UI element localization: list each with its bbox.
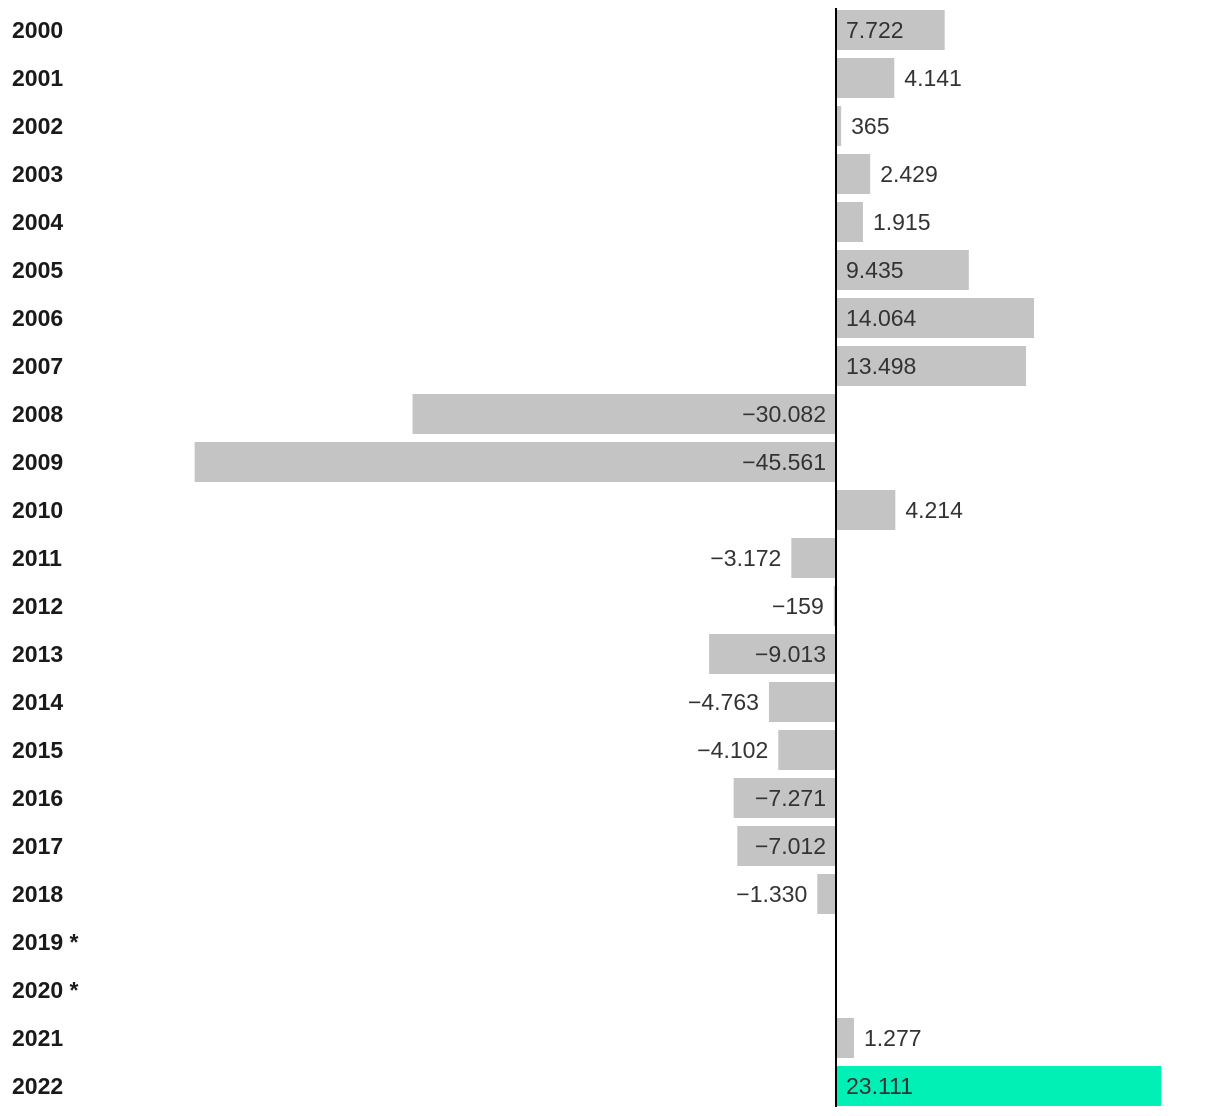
category-label: 2012 xyxy=(12,593,63,619)
bar xyxy=(817,874,836,914)
bar xyxy=(737,826,836,866)
category-label: 2008 xyxy=(12,401,63,427)
category-label: 2020 * xyxy=(12,977,79,1003)
value-label: −30.082 xyxy=(742,401,826,427)
bar xyxy=(836,298,1034,338)
value-label: 2.429 xyxy=(880,161,938,187)
bar xyxy=(836,490,896,530)
value-label: 4.214 xyxy=(905,497,963,523)
category-label: 2004 xyxy=(12,209,63,235)
bar xyxy=(412,394,836,434)
value-label: 1.277 xyxy=(864,1025,922,1051)
value-label: 365 xyxy=(851,113,889,139)
value-label: 23.111 xyxy=(846,1073,913,1099)
category-label: 2014 xyxy=(12,689,63,715)
bar xyxy=(836,1018,854,1058)
category-label: 2019 * xyxy=(12,929,79,955)
value-label: −159 xyxy=(772,593,824,619)
category-label: 2013 xyxy=(12,641,63,667)
value-label: 4.141 xyxy=(904,65,962,91)
category-label: 2018 xyxy=(12,881,63,907)
bar xyxy=(836,1066,1162,1106)
category-label: 2010 xyxy=(12,497,63,523)
bar xyxy=(836,346,1027,386)
category-label: 2003 xyxy=(12,161,63,187)
value-label: 1.915 xyxy=(873,209,931,235)
value-label: 7.722 xyxy=(846,17,904,43)
category-label: 2017 xyxy=(12,833,63,859)
value-label: 14.064 xyxy=(846,305,917,331)
bar xyxy=(836,202,863,242)
bar xyxy=(836,106,842,146)
value-label: 9.435 xyxy=(846,257,904,283)
value-label: −3.172 xyxy=(710,545,781,571)
category-label: 2000 xyxy=(12,17,63,43)
category-label: 2021 xyxy=(12,1025,63,1051)
category-label: 2005 xyxy=(12,257,63,283)
value-label: 13.498 xyxy=(846,353,916,379)
value-label: −7.271 xyxy=(755,785,826,811)
value-label: −1.330 xyxy=(736,881,807,907)
category-label: 2016 xyxy=(12,785,63,811)
category-label: 2022 xyxy=(12,1073,63,1099)
category-label: 2007 xyxy=(12,353,63,379)
value-label: −7.012 xyxy=(755,833,826,859)
bar xyxy=(836,58,895,98)
bar xyxy=(778,730,836,770)
bar xyxy=(836,250,969,290)
value-label: −4.763 xyxy=(688,689,759,715)
bar xyxy=(733,778,836,818)
category-label: 2011 xyxy=(12,545,62,571)
category-label: 2002 xyxy=(12,113,63,139)
bar xyxy=(836,10,945,50)
bar xyxy=(194,442,837,482)
value-label: −45.561 xyxy=(742,449,826,475)
bar xyxy=(836,154,871,194)
category-label: 2001 xyxy=(12,65,63,91)
value-label: −4.102 xyxy=(697,737,768,763)
bar xyxy=(709,634,836,674)
category-label: 2009 xyxy=(12,449,63,475)
bar xyxy=(833,586,836,626)
value-label: −9.013 xyxy=(755,641,826,667)
category-label: 2015 xyxy=(12,737,63,763)
bar xyxy=(768,682,836,722)
bar xyxy=(791,538,836,578)
category-label: 2006 xyxy=(12,305,63,331)
